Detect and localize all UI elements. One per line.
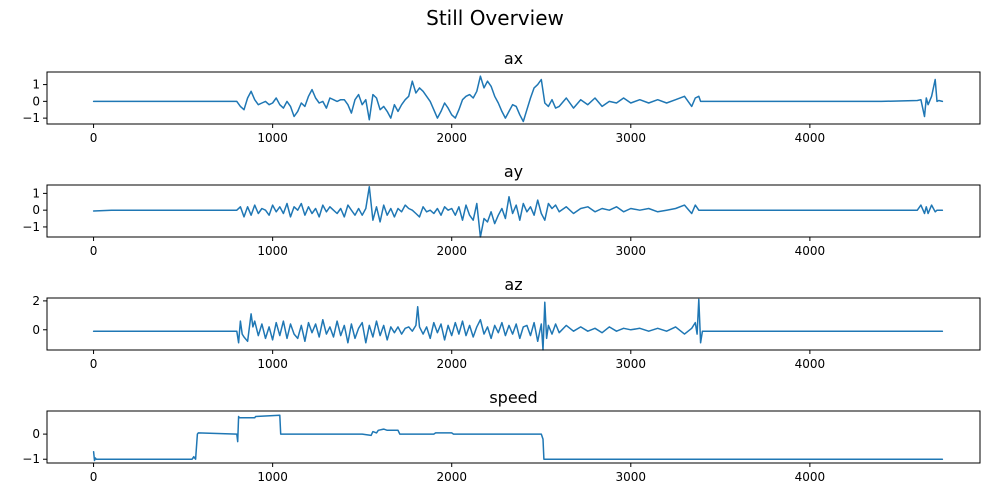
y-tick-label: −1 xyxy=(22,111,40,125)
x-tick-label: 4000 xyxy=(795,131,826,145)
x-tick-label: 2000 xyxy=(436,131,467,145)
x-tick-label: 0 xyxy=(90,357,98,371)
x-tick-label: 1000 xyxy=(257,131,288,145)
subplot-title: ay xyxy=(504,162,523,181)
x-tick-label: 0 xyxy=(90,131,98,145)
x-tick-label: 3000 xyxy=(616,131,647,145)
subplot-title: az xyxy=(504,275,522,294)
series-line-ay xyxy=(92,185,944,238)
x-tick-label: 1000 xyxy=(257,244,288,258)
y-tick-label: 1 xyxy=(32,186,40,200)
axes-frame xyxy=(46,410,981,464)
x-tick-label: 1000 xyxy=(257,470,288,484)
series-line-az xyxy=(92,298,944,351)
y-tick-label: 0 xyxy=(32,203,40,217)
subplot-az: az 0 1000 2000 3000 4000 2 0 xyxy=(32,275,981,371)
axes-frame xyxy=(46,184,981,238)
x-tick-label: 0 xyxy=(90,470,98,484)
y-tick-label: 2 xyxy=(32,294,40,308)
x-tick-label: 2000 xyxy=(436,470,467,484)
x-tick-label: 4000 xyxy=(795,357,826,371)
x-tick-label: 3000 xyxy=(616,470,647,484)
subplot-speed: speed 0 1000 2000 3000 4000 0 −1 xyxy=(22,388,981,484)
x-tick-label: 4000 xyxy=(795,244,826,258)
y-tick-label: 0 xyxy=(32,323,40,337)
axes-frame xyxy=(46,71,981,125)
x-tick-label: 2000 xyxy=(436,357,467,371)
subplot-title: ax xyxy=(504,49,523,68)
subplot-ax: ax 0 1000 2000 3000 4000 1 0 −1 xyxy=(22,49,981,145)
series-line-ax xyxy=(92,75,944,123)
axes-frame xyxy=(46,297,981,351)
x-tick-label: 3000 xyxy=(616,357,647,371)
figure-title: Still Overview xyxy=(426,6,564,30)
series-line-speed xyxy=(92,414,944,462)
y-tick-label: 1 xyxy=(32,78,40,92)
y-tick-label: 0 xyxy=(32,94,40,108)
y-tick-label: 0 xyxy=(32,427,40,441)
x-tick-label: 2000 xyxy=(436,244,467,258)
x-tick-label: 3000 xyxy=(616,244,647,258)
subplot-ay: ay 0 1000 2000 3000 4000 1 0 −1 xyxy=(22,162,981,258)
x-tick-label: 0 xyxy=(90,244,98,258)
y-tick-label: −1 xyxy=(22,220,40,234)
x-tick-label: 1000 xyxy=(257,357,288,371)
subplot-title: speed xyxy=(489,388,537,407)
x-tick-label: 4000 xyxy=(795,470,826,484)
y-tick-label: −1 xyxy=(22,452,40,466)
